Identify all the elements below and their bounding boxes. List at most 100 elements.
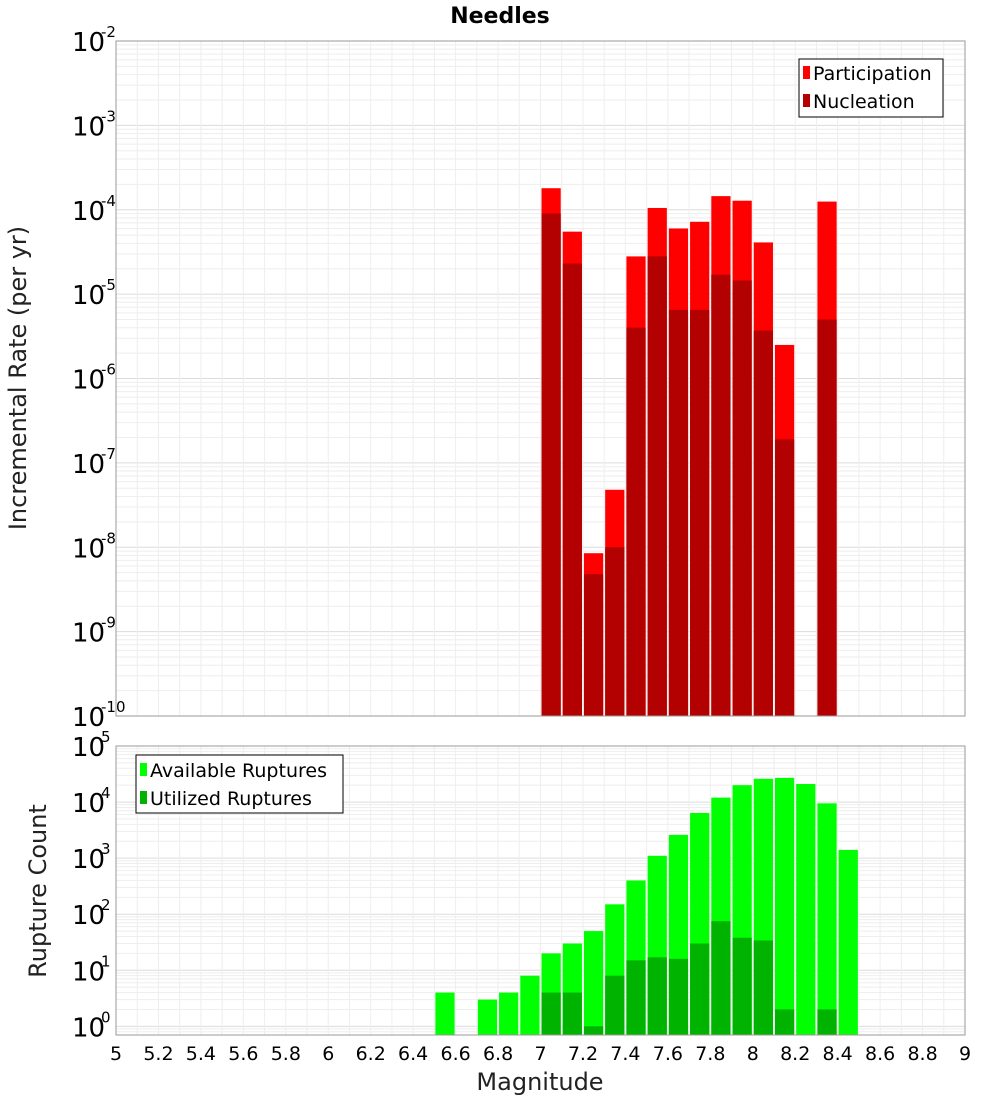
y-tick-label: 10 [72, 957, 105, 987]
y-tick-exponent: 0 [101, 1008, 111, 1026]
y-tick-label: 10 [72, 703, 105, 733]
participation-legend-swatch [803, 66, 810, 79]
count-legend: Available Ruptures Utilized Ruptures [135, 754, 344, 814]
available-ruptures-bar [583, 931, 604, 1035]
x-tick-label: 5.4 [186, 1043, 216, 1065]
nucleation-bar [732, 280, 752, 716]
available-legend-swatch [140, 763, 147, 776]
y-tick-exponent: -2 [101, 23, 116, 41]
y-tick-label: 10 [72, 619, 105, 649]
available-ruptures-bar [838, 849, 858, 1035]
participation-legend-label: Participation [813, 63, 932, 85]
rate-y-axis-label: Incremental Rate (per yr) [4, 226, 32, 530]
y-tick-exponent: 5 [101, 728, 111, 746]
y-tick-label: 10 [72, 534, 105, 564]
y-tick-exponent: 1 [101, 952, 111, 970]
utilized-ruptures-bar [711, 921, 731, 1035]
utilized-ruptures-bar [626, 960, 646, 1035]
available-ruptures-bar [774, 777, 795, 1035]
y-tick-label: 10 [72, 901, 105, 931]
x-tick-label: 5.6 [228, 1043, 258, 1065]
utilized-ruptures-bar [774, 1009, 795, 1035]
x-tick-label: 6.4 [398, 1043, 428, 1065]
nucleation-bar [774, 439, 795, 716]
nucleation-bar [583, 574, 604, 716]
utilized-ruptures-bar [690, 943, 710, 1035]
nucleation-legend-swatch [803, 94, 810, 107]
utilized-ruptures-bar [732, 937, 752, 1035]
nucleation-bar [711, 274, 731, 716]
available-ruptures-bar [499, 992, 519, 1035]
nucleation-bar [817, 319, 837, 716]
y-tick-label: 10 [72, 281, 105, 311]
nucleation-bar [562, 263, 582, 716]
y-tick-exponent: 4 [101, 784, 111, 802]
count-plot-frame [115, 745, 966, 1036]
x-tick-label: 7.6 [653, 1043, 683, 1065]
nucleation-bar [690, 309, 710, 716]
utilized-legend-swatch [140, 791, 147, 804]
rate-x-gridlines [115, 41, 966, 716]
x-tick-label: 5 [110, 1043, 122, 1065]
available-ruptures-bar [477, 999, 498, 1035]
y-tick-exponent: 3 [101, 840, 111, 858]
rate-bars [541, 188, 837, 717]
utilized-ruptures-bar [817, 1009, 837, 1035]
utilized-ruptures-bar [583, 1026, 604, 1035]
count-legend-box [135, 754, 344, 814]
x-tick-label: 7 [534, 1043, 546, 1065]
nucleation-bar [541, 213, 561, 717]
x-tick-label: 7.2 [568, 1043, 598, 1065]
y-tick-label: 10 [72, 28, 105, 58]
nucleation-legend-label: Nucleation [813, 91, 915, 113]
count-y-axis-label: Rupture Count [24, 804, 52, 978]
x-axis-label: Magnitude [476, 1068, 603, 1096]
available-legend-label: Available Ruptures [150, 760, 327, 782]
available-ruptures-bar [520, 975, 540, 1035]
nucleation-bar [668, 309, 689, 716]
y-tick-label: 10 [72, 845, 105, 875]
available-ruptures-bar [435, 992, 455, 1035]
y-tick-exponent: -8 [101, 529, 116, 547]
y-tick-label: 10 [72, 1013, 105, 1043]
x-tick-label: 8.2 [780, 1043, 810, 1065]
y-tick-label: 10 [72, 366, 105, 396]
available-ruptures-bar [817, 803, 837, 1035]
y-tick-exponent: -6 [101, 361, 116, 379]
x-tick-label: 6.6 [440, 1043, 470, 1065]
count-bars [435, 777, 858, 1035]
x-tick-label: 8.6 [865, 1043, 895, 1065]
y-tick-label: 10 [72, 789, 105, 819]
nucleation-bar [605, 547, 625, 716]
count-x-gridlines [115, 746, 966, 1035]
y-tick-label: 10 [72, 450, 105, 480]
x-tick-label: 8.8 [907, 1043, 937, 1065]
utilized-ruptures-bar [753, 940, 773, 1035]
nucleation-bar [753, 330, 773, 716]
rate-plot-frame [115, 40, 966, 717]
nucleation-bar [626, 327, 646, 716]
y-tick-label: 10 [72, 197, 105, 227]
utilized-ruptures-bar [541, 992, 561, 1035]
rate-legend-box [798, 58, 944, 118]
y-tick-exponent: -5 [101, 276, 116, 294]
y-tick-exponent: -9 [101, 614, 116, 632]
x-tick-labels: 5 5.2 5.4 5.6 5.8 6 6.2 6.4 6.6 6.8 7 7.2 7.4 7.6 7.8 8… [110, 1043, 971, 1065]
x-tick-label: 5.2 [143, 1043, 173, 1065]
y-tick-exponent: 2 [101, 896, 111, 914]
y-tick-exponent: -7 [101, 445, 116, 463]
rate-legend: Participation Nucleation [798, 58, 944, 118]
y-tick-exponent: -3 [101, 107, 116, 125]
x-tick-label: 6 [322, 1043, 334, 1065]
utilized-ruptures-bar [605, 975, 625, 1035]
y-tick-exponent: -4 [101, 192, 116, 210]
x-tick-label: 7.8 [695, 1043, 725, 1065]
y-tick-label: 10 [72, 112, 105, 142]
x-tick-label: 9 [959, 1043, 971, 1065]
utilized-ruptures-bar [647, 957, 667, 1035]
